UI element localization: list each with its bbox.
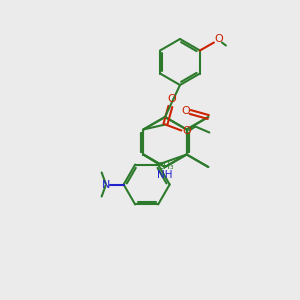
Text: O: O xyxy=(214,34,223,44)
Text: CH₃: CH₃ xyxy=(157,162,174,171)
Text: O: O xyxy=(182,125,191,136)
Text: NH: NH xyxy=(157,170,173,180)
Text: O: O xyxy=(167,94,176,104)
Text: O: O xyxy=(181,106,190,116)
Text: N: N xyxy=(101,179,110,190)
